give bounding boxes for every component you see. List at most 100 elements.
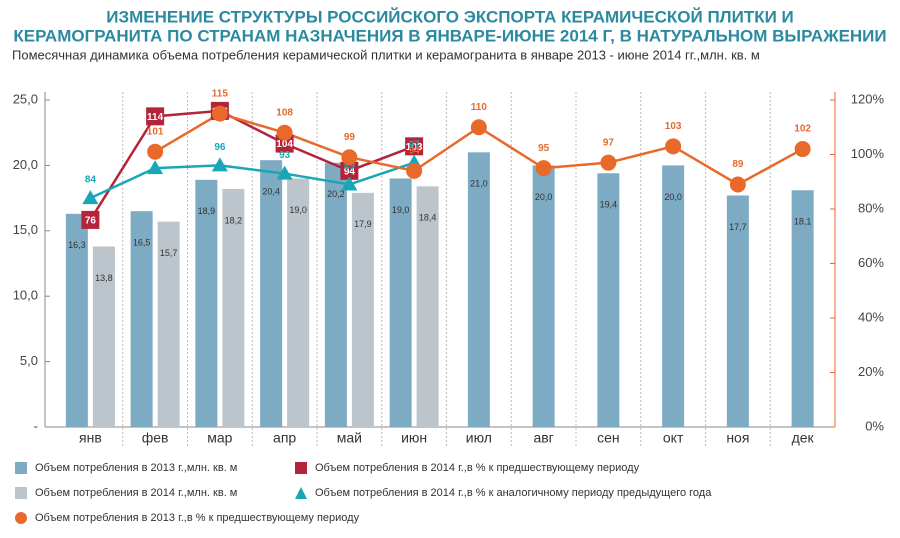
x-tick-label: апр (273, 430, 296, 446)
chart-title: КЕРАМОГРАНИТА ПО СТРАНАМ НАЗНАЧЕНИЯ В ЯН… (13, 26, 886, 45)
value-label: 84 (85, 175, 97, 186)
legend-swatch (295, 462, 307, 474)
value-label: 115 (212, 88, 229, 99)
chart-subtitle: Помесячная динамика объема потребления к… (12, 47, 760, 62)
value-label: 18,9 (198, 206, 216, 216)
x-tick-label: июл (466, 430, 492, 446)
bar (130, 211, 153, 427)
value-label: 18,2 (225, 215, 243, 225)
value-label: 103 (665, 121, 682, 132)
marker (146, 107, 165, 126)
value-label: 16,5 (133, 238, 151, 248)
bar (92, 246, 115, 427)
x-tick-label: ноя (726, 430, 749, 446)
value-label: 89 (344, 161, 356, 172)
x-tick-label: авг (533, 430, 553, 446)
marker (82, 190, 99, 205)
value-label: 15,7 (160, 248, 178, 258)
y-tick-label: 20,0 (13, 157, 38, 172)
value-label: 94 (344, 166, 356, 177)
bar (662, 165, 685, 427)
marker (470, 119, 487, 136)
marker (211, 157, 228, 172)
x-tick-label: июн (401, 430, 427, 446)
marker (147, 160, 164, 175)
value-label: 114 (147, 112, 164, 123)
y2-tick-label: 20% (858, 364, 884, 379)
value-label: 13,8 (95, 273, 113, 283)
marker (535, 160, 552, 177)
x-tick-label: май (337, 430, 362, 446)
x-tick-label: окт (663, 430, 684, 446)
legend-label: Объем потребления в 2013 г.,млн. кв. м (35, 462, 237, 474)
legend-label: Объем потребления в 2013 г.,в % к предше… (35, 512, 360, 524)
y-tick-label: 15,0 (13, 222, 38, 237)
bar (351, 192, 374, 427)
bar (222, 188, 245, 427)
marker (147, 143, 164, 160)
marker (340, 161, 359, 180)
x-tick-label: янв (79, 430, 102, 446)
marker (794, 141, 811, 158)
x-tick-label: сен (597, 430, 620, 446)
value-label: 110 (471, 102, 488, 113)
y-tick-label: 5,0 (20, 353, 38, 368)
x-tick-label: мар (207, 430, 232, 446)
value-label: 20,0 (535, 192, 553, 202)
bar (532, 165, 555, 427)
value-label: 76 (85, 216, 97, 227)
y-tick-label: 10,0 (13, 288, 38, 303)
legend-swatch (15, 487, 27, 499)
marker (341, 149, 358, 166)
legend-label: Объем потребления в 2014 г.,в % к предше… (315, 462, 640, 474)
bar (597, 173, 620, 427)
value-label: 102 (794, 124, 811, 135)
value-label: 16,3 (68, 240, 86, 250)
value-label: 21,0 (470, 179, 488, 189)
chart-title: ИЗМЕНЕНИЕ СТРУКТУРЫ РОССИЙСКОГО ЭКСПОРТА… (106, 7, 794, 26)
marker (81, 210, 100, 229)
bar (65, 213, 88, 427)
y2-tick-label: 60% (858, 255, 884, 270)
bar (389, 178, 412, 427)
line (89, 161, 415, 200)
marker (211, 105, 228, 122)
y-tick-label: 25,0 (13, 91, 38, 106)
legend-label: Объем потребления в 2014 г.,в % к аналог… (315, 487, 712, 499)
value-label: 20,4 (262, 187, 280, 197)
value-label: 97 (409, 139, 421, 150)
line (89, 109, 415, 221)
legend-swatch (15, 462, 27, 474)
value-label: 108 (276, 107, 293, 118)
marker (405, 137, 424, 156)
y2-tick-label: 100% (851, 146, 885, 161)
bar (416, 186, 439, 427)
value-label: 19,4 (600, 200, 618, 210)
legend-swatch (15, 512, 27, 524)
value-label: 17,7 (729, 222, 747, 232)
y-tick-label: - (34, 418, 38, 433)
value-label: 20,2 (327, 189, 345, 199)
marker (406, 162, 423, 179)
bar (157, 221, 180, 427)
y2-tick-label: 40% (858, 309, 884, 324)
value-label: 20,0 (664, 192, 682, 202)
bar (195, 179, 218, 427)
bar (467, 152, 490, 427)
bar (287, 178, 310, 427)
value-label: 19,0 (289, 205, 307, 215)
value-label: 17,9 (354, 219, 372, 229)
value-label: 19,0 (392, 205, 410, 215)
value-label: 18,1 (794, 217, 812, 227)
value-label: 104 (276, 139, 293, 150)
marker (276, 124, 293, 141)
marker (276, 165, 293, 180)
bar (726, 195, 749, 427)
value-label: 101 (147, 126, 164, 137)
value-label: 94 (409, 145, 421, 156)
y2-tick-label: 80% (858, 200, 884, 215)
marker (729, 176, 746, 193)
marker (600, 154, 617, 171)
value-label: 96 (214, 142, 226, 153)
